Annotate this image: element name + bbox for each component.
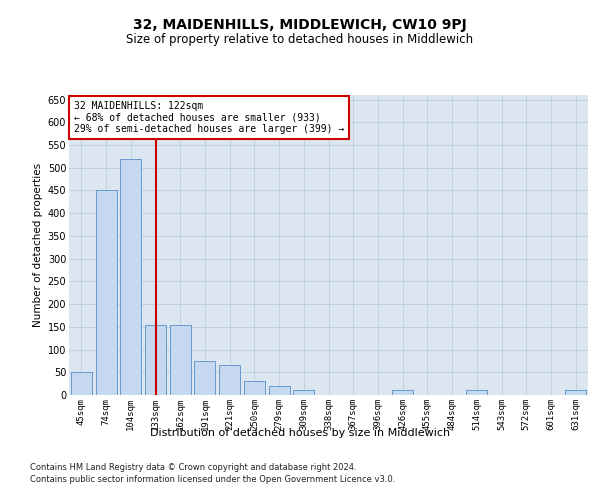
Bar xyxy=(269,386,290,395)
Bar xyxy=(293,390,314,395)
Bar xyxy=(565,390,586,395)
Bar xyxy=(466,390,487,395)
Bar xyxy=(219,366,240,395)
Bar xyxy=(145,324,166,395)
Text: Size of property relative to detached houses in Middlewich: Size of property relative to detached ho… xyxy=(127,32,473,46)
Text: Contains HM Land Registry data © Crown copyright and database right 2024.: Contains HM Land Registry data © Crown c… xyxy=(30,463,356,472)
Bar xyxy=(120,158,141,395)
Bar xyxy=(194,361,215,395)
Bar xyxy=(170,324,191,395)
Text: 32 MAIDENHILLS: 122sqm
← 68% of detached houses are smaller (933)
29% of semi-de: 32 MAIDENHILLS: 122sqm ← 68% of detached… xyxy=(74,101,344,134)
Bar xyxy=(244,382,265,395)
Text: 32, MAIDENHILLS, MIDDLEWICH, CW10 9PJ: 32, MAIDENHILLS, MIDDLEWICH, CW10 9PJ xyxy=(133,18,467,32)
Bar xyxy=(392,390,413,395)
Bar xyxy=(71,372,92,395)
Bar xyxy=(95,190,116,395)
Y-axis label: Number of detached properties: Number of detached properties xyxy=(34,163,43,327)
Text: Contains public sector information licensed under the Open Government Licence v3: Contains public sector information licen… xyxy=(30,476,395,484)
Text: Distribution of detached houses by size in Middlewich: Distribution of detached houses by size … xyxy=(150,428,450,438)
